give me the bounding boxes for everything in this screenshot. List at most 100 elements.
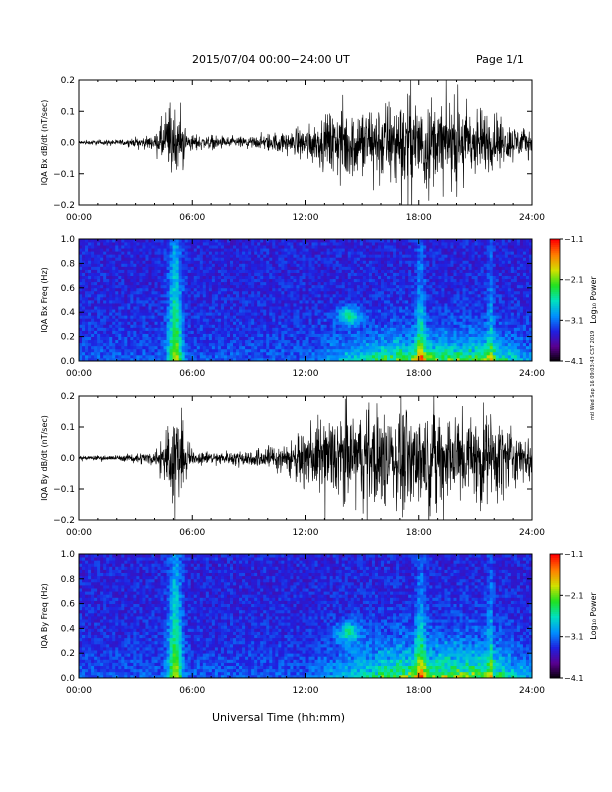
heatmap-cell xyxy=(356,293,361,298)
heatmap-cell xyxy=(109,260,113,264)
heatmap-cell xyxy=(432,327,436,331)
heatmap-cell xyxy=(97,321,101,325)
heatmap-cell xyxy=(193,257,198,261)
heatmap-cell xyxy=(190,284,195,289)
heatmap-cell xyxy=(323,348,328,353)
heatmap-cell xyxy=(226,254,231,258)
heatmap-cell xyxy=(396,303,400,307)
heatmap-cell xyxy=(202,327,207,331)
heatmap-cell xyxy=(97,287,101,292)
heatmap-cell xyxy=(251,266,255,270)
heatmap-cell xyxy=(429,293,433,298)
heatmap-cell xyxy=(371,303,376,307)
heatmap-cell xyxy=(248,336,252,341)
heatmap-cell xyxy=(432,245,436,249)
heatmap-cell xyxy=(420,357,424,362)
heatmap-cell xyxy=(444,330,448,334)
heatmap-cell xyxy=(169,254,174,258)
heatmap-cell xyxy=(420,293,424,298)
heatmap-cell xyxy=(278,357,282,362)
heatmap-cell xyxy=(408,290,412,295)
heatmap-cell xyxy=(88,306,92,310)
heatmap-cell xyxy=(347,293,352,298)
heatmap-cell xyxy=(447,263,451,267)
heatmap-cell xyxy=(293,269,297,273)
heatmap-cell xyxy=(254,303,258,307)
heatmap-cell xyxy=(353,345,358,350)
heatmap-cell xyxy=(272,251,276,255)
heatmap-cell xyxy=(399,248,403,252)
heatmap-cell xyxy=(326,263,331,267)
heatmap-cell xyxy=(278,242,282,246)
heatmap-cell xyxy=(308,354,312,359)
heatmap-cell xyxy=(145,345,149,350)
heatmap-cell xyxy=(196,339,201,344)
heatmap-cell xyxy=(272,287,276,292)
heatmap-cell xyxy=(420,321,424,325)
heatmap-cell xyxy=(272,248,276,252)
heatmap-cell xyxy=(320,272,325,276)
heatmap-cell xyxy=(220,321,225,325)
heatmap-cell xyxy=(290,336,294,341)
heatmap-cell xyxy=(145,321,149,325)
heatmap-cell xyxy=(109,357,113,362)
heatmap-cell xyxy=(426,281,430,286)
heatmap-cell xyxy=(438,354,442,359)
heatmap-cell xyxy=(254,281,258,286)
heatmap-cell xyxy=(441,260,445,264)
heatmap-cell xyxy=(91,272,95,276)
heatmap-cell xyxy=(260,248,264,252)
heatmap-cell xyxy=(332,260,337,264)
heatmap-cell xyxy=(115,306,119,310)
heatmap-cell xyxy=(287,242,291,246)
heatmap-cell xyxy=(402,351,406,356)
heatmap-cell xyxy=(426,300,430,304)
heatmap-cell xyxy=(112,342,116,347)
heatmap-cell xyxy=(151,336,155,341)
heatmap-cell xyxy=(332,318,337,322)
heatmap-cell xyxy=(233,312,237,316)
heatmap-cell xyxy=(374,296,379,301)
heatmap-cell xyxy=(423,278,427,283)
heatmap-cell xyxy=(305,315,309,319)
heatmap-cell xyxy=(411,300,415,304)
heatmap-cell xyxy=(139,284,143,289)
heatmap-cell xyxy=(217,248,222,252)
heatmap-cell xyxy=(196,269,201,273)
heatmap-cell xyxy=(314,242,318,246)
heatmap-cell xyxy=(184,357,189,362)
heatmap-cell xyxy=(399,260,403,264)
heatmap-cell xyxy=(284,293,288,298)
heatmap-cell xyxy=(387,354,391,359)
heatmap-cell xyxy=(414,336,418,341)
heatmap-cell xyxy=(220,269,225,273)
heatmap-cell xyxy=(429,278,433,283)
heatmap-cell xyxy=(103,351,107,356)
heatmap-cell xyxy=(344,263,349,267)
heatmap-cell xyxy=(211,345,216,350)
heatmap-cell xyxy=(438,342,442,347)
heatmap-cell xyxy=(127,306,131,310)
heatmap-cell xyxy=(242,281,246,286)
heatmap-cell xyxy=(112,336,116,341)
heatmap-cell xyxy=(97,290,101,295)
heatmap-cell xyxy=(94,278,98,283)
heatmap-cell xyxy=(178,306,183,310)
heatmap-cell xyxy=(214,290,219,295)
heatmap-cell xyxy=(371,266,376,270)
heatmap-cell xyxy=(417,330,421,334)
heatmap-cell xyxy=(338,257,343,261)
heatmap-cell xyxy=(399,339,403,344)
heatmap-cell xyxy=(308,351,312,356)
heatmap-cell xyxy=(311,251,315,255)
heatmap-cell xyxy=(109,272,113,276)
heatmap-cell xyxy=(136,339,140,344)
heatmap-cell xyxy=(308,263,312,267)
heatmap-cell xyxy=(242,327,246,331)
heatmap-cell xyxy=(94,284,98,289)
heatmap-cell xyxy=(275,245,279,249)
heatmap-cell xyxy=(166,342,170,347)
heatmap-cell xyxy=(248,254,252,258)
heatmap-cell xyxy=(94,293,98,298)
heatmap-cell xyxy=(281,287,285,292)
